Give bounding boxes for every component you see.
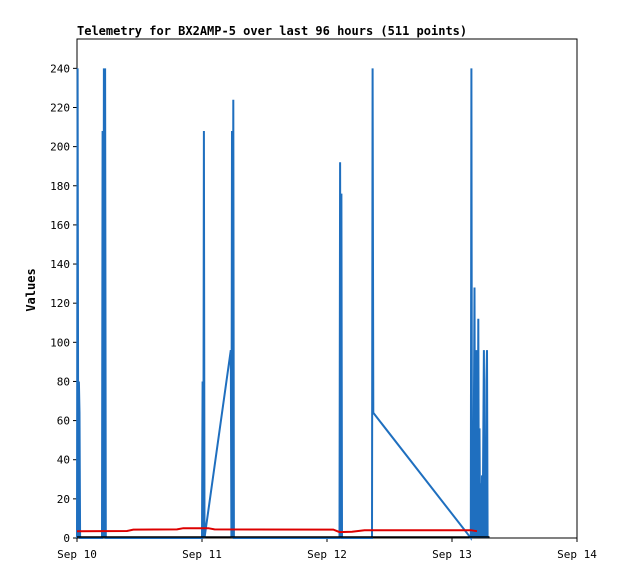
plot-area	[76, 38, 578, 539]
y-tick-label: 200	[50, 141, 70, 154]
y-tick-label: 120	[50, 297, 70, 310]
series-layer	[76, 68, 490, 541]
y-tick-label: 0	[63, 532, 70, 545]
y-tick-label: 80	[57, 375, 70, 388]
y-tick-label: 140	[50, 258, 70, 271]
y-tick-label: 220	[50, 101, 70, 114]
y-axis-title: Values	[24, 268, 38, 311]
x-tick-label: Sep 11	[182, 548, 222, 561]
series-line-1	[76, 68, 489, 541]
y-tick-label: 180	[50, 180, 70, 193]
y-tick-label: 160	[50, 219, 70, 232]
x-tick-label: Sep 12	[307, 548, 347, 561]
y-tick-label: 40	[57, 454, 70, 467]
y-tick-label: 60	[57, 415, 70, 428]
y-tick-label: 20	[57, 493, 70, 506]
x-tick-label: Sep 10	[57, 548, 97, 561]
x-tick-label: Sep 14	[557, 548, 597, 561]
y-tick-label: 100	[50, 336, 70, 349]
chart-title: Telemetry for BX2AMP-5 over last 96 hour…	[77, 24, 467, 38]
series-line-2	[76, 527, 478, 534]
y-axis: 0 20 40 60 80 100 120 140 160 180 200 220 240	[50, 62, 77, 545]
y-tick-label: 240	[50, 62, 70, 75]
x-tick-label: Sep 13	[432, 548, 472, 561]
x-axis: Sep 10 Sep 11 Sep 12 Sep 13 Sep 14	[57, 538, 597, 561]
